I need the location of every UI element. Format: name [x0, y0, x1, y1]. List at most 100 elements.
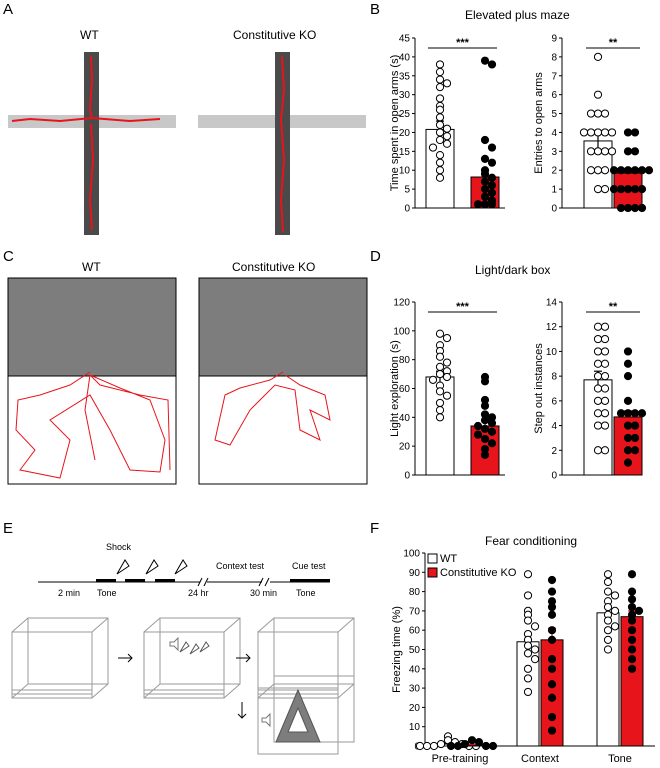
panel-letter-e: E — [3, 520, 14, 537]
panel-a-maze-ko — [198, 52, 366, 235]
D2-data-point — [600, 334, 610, 344]
D1-ylabel: Light exploration (s) — [389, 340, 401, 437]
B2-data-point — [630, 166, 640, 175]
F-data-point — [610, 591, 620, 600]
B1-ytick-label: 5 — [404, 185, 410, 196]
panel-e-triangle-insert — [275, 688, 321, 743]
B2-data-point — [593, 147, 603, 156]
F-data-point — [634, 606, 644, 616]
panel-c-box-wt — [7, 277, 177, 485]
B2-data-point — [630, 203, 640, 213]
B1-data-point — [435, 105, 445, 114]
B2-data-point — [623, 147, 633, 156]
D2-data-point — [593, 322, 603, 331]
D2-data-point — [600, 396, 610, 405]
F-data-point — [523, 591, 533, 600]
B1-data-point — [487, 143, 497, 152]
F-data-point — [530, 655, 540, 664]
D2-data-point — [600, 372, 610, 381]
F-category-label: Tone — [608, 753, 632, 765]
B1-ytick-label: 30 — [399, 90, 411, 101]
F-data-point — [523, 674, 533, 683]
panel-e-cue-test-label: Cue test — [292, 561, 326, 571]
F-ytick-label: 50 — [409, 645, 421, 656]
F-ytick-label: 40 — [409, 664, 421, 675]
D2-significance-label: ** — [609, 301, 618, 313]
B1-ylabel: Time spent in open arms (s) — [389, 55, 401, 192]
D2-ytick-label: 4 — [551, 421, 557, 432]
F-legend-label: Constitutive KO — [440, 567, 517, 579]
F-data-point — [429, 741, 439, 751]
D1-ytick-label: 120 — [393, 298, 410, 309]
F-data-point — [547, 712, 557, 722]
B1-data-point — [480, 135, 490, 145]
D1-data-point — [487, 427, 497, 436]
F-data-point — [467, 736, 477, 745]
B2-data-point — [616, 166, 626, 175]
B1-data-point — [442, 132, 452, 141]
B1-data-point — [435, 120, 445, 129]
panel-f-title: Fear conditioning — [485, 534, 578, 548]
D1-ytick-label: 60 — [399, 384, 411, 395]
B1-ytick-label: 40 — [399, 52, 411, 63]
D2-data-point — [600, 359, 610, 368]
B1-data-point — [435, 83, 445, 92]
panel-a-maze-wt — [8, 52, 176, 235]
B1-data-point — [487, 188, 497, 197]
F-ytick-label: 70 — [409, 606, 421, 617]
B1-data-point — [435, 166, 445, 175]
B1-data-point — [487, 173, 497, 182]
B1-ytick-label: 15 — [399, 147, 411, 158]
D1-data-point — [435, 352, 445, 361]
D2-ytick-label: 12 — [546, 322, 558, 333]
B1-data-point — [428, 143, 438, 152]
F-data-point — [547, 655, 557, 664]
D2-data-point — [600, 446, 610, 455]
F-data-point — [481, 741, 491, 751]
B1-data-point — [435, 158, 445, 167]
F-ytick-label: 60 — [409, 626, 421, 637]
B1-data-point — [435, 151, 445, 160]
F-data-point — [627, 645, 637, 654]
F-data-point — [627, 664, 637, 673]
F-data-point — [460, 739, 470, 749]
D1-significance-label: *** — [456, 301, 470, 313]
F-data-point — [610, 622, 620, 631]
D2-ylabel: Step out instances — [533, 343, 545, 434]
D2-data-point — [593, 384, 603, 393]
B1-data-point — [442, 124, 452, 133]
B2-ytick-label: 2 — [551, 166, 557, 177]
F-ytick-label: 100 — [403, 549, 420, 560]
D1-data-point — [473, 421, 483, 431]
D2-ytick-label: 2 — [551, 446, 557, 457]
B1-data-point — [473, 200, 483, 209]
D2-ytick-label: 10 — [546, 347, 558, 358]
panel-e-2min-label: 2 min — [58, 588, 81, 598]
B1-ytick-label: 10 — [399, 166, 411, 177]
panel-e-floor-lines — [12, 689, 338, 695]
B1-data-point — [435, 75, 445, 84]
F-data-point — [523, 664, 533, 673]
D1-data-point — [428, 375, 438, 384]
F-data-point — [453, 741, 463, 751]
panel-e-tone-label: Tone — [97, 588, 117, 598]
D2-data-point — [623, 421, 633, 430]
D2-data-point — [623, 446, 633, 455]
B2-data-point — [637, 166, 647, 175]
panel-c-ko-label: Constitutive KO — [232, 260, 316, 274]
B2-data-point — [644, 166, 654, 175]
F-data-point — [547, 610, 557, 619]
panel-e-context-test-label: Context test — [216, 561, 265, 571]
F-data-point — [547, 680, 557, 689]
D2-data-point — [623, 359, 633, 368]
D1-data-point — [480, 450, 490, 459]
D2-data-point — [593, 334, 603, 344]
F-data-point — [627, 626, 637, 635]
chart-b2: 0 1 2 3 4 5 6 7 8 9 Entries to open arms ** — [533, 34, 654, 215]
B2-data-point — [586, 147, 596, 156]
B2-ytick-label: 7 — [551, 71, 557, 82]
F-data-point — [523, 687, 533, 697]
D1-data-point — [435, 362, 445, 371]
F-data-point — [603, 645, 613, 654]
